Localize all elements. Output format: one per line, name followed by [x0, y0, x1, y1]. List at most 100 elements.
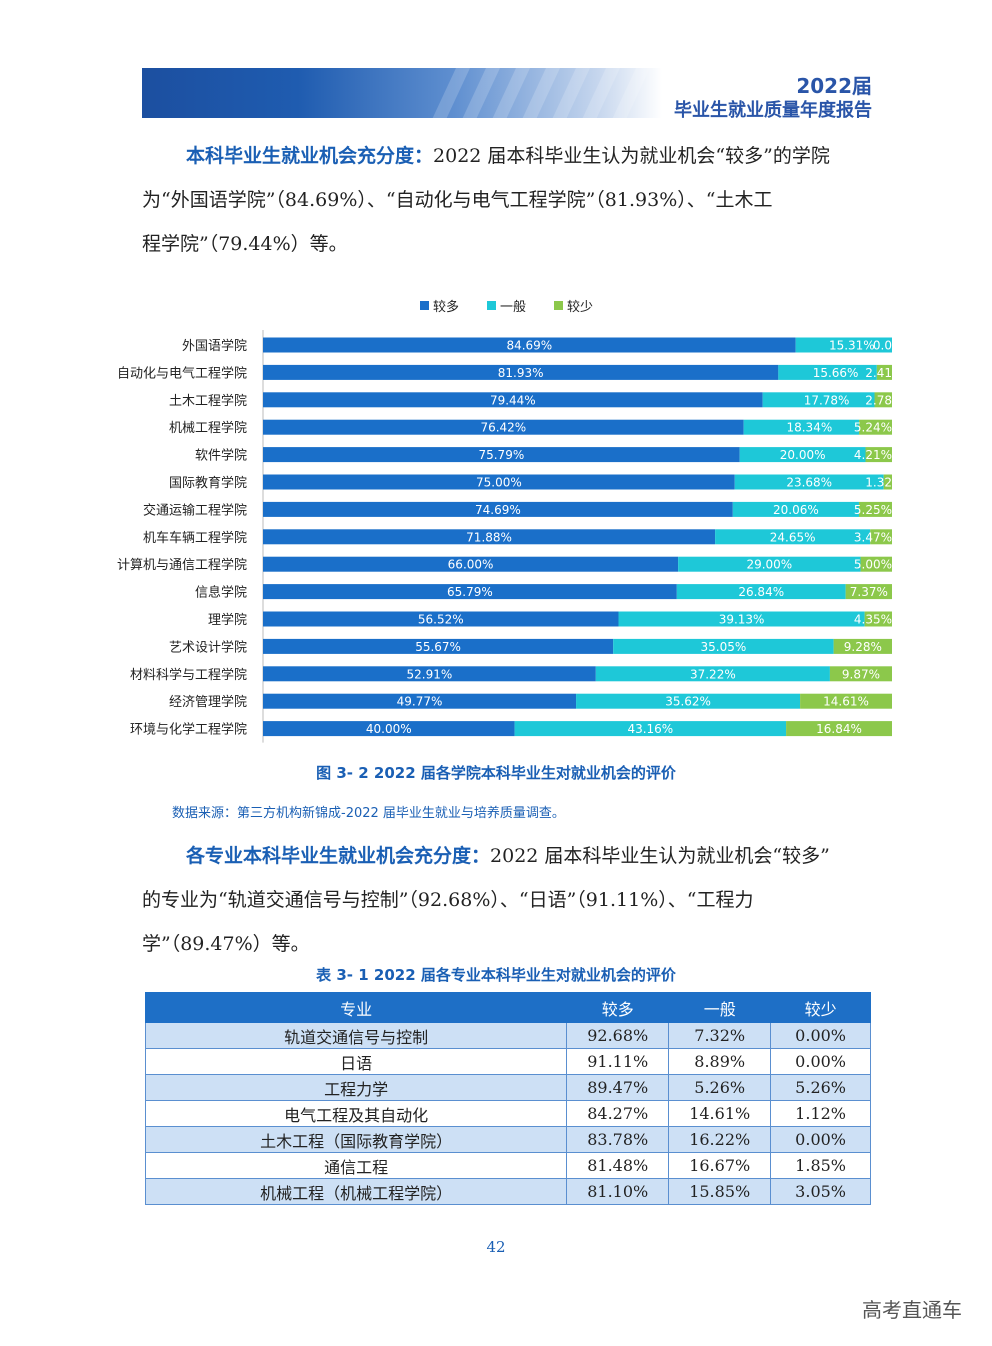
bar-segment — [263, 419, 744, 435]
data-label: 76.42% — [480, 421, 526, 435]
category-label: 理学院 — [208, 612, 247, 628]
data-label: 81.93% — [498, 366, 544, 380]
bar-segment — [514, 721, 787, 737]
bar-segment — [864, 611, 892, 627]
data-label: 75.00% — [476, 476, 522, 490]
data-label: 75.79% — [478, 448, 524, 462]
paragraph-line: 程学院”（79.44%）等。 — [142, 233, 348, 255]
chart-legend: 较多 一般 较少 — [420, 296, 593, 315]
data-label: 29.00% — [746, 558, 792, 572]
category-label: 软件学院 — [195, 448, 247, 464]
data-label: 14.61% — [823, 695, 869, 709]
table-cell: 81.10% — [566, 1178, 670, 1205]
data-label: 15.31% — [829, 339, 875, 353]
bar-segment — [263, 721, 515, 737]
table-cell: 轨道交通信号与控制 — [144, 1022, 568, 1049]
table-cell: 5.26% — [668, 1074, 772, 1101]
data-label: 56.52% — [418, 613, 464, 627]
paragraph-line: 学”（89.47%）等。 — [142, 933, 310, 955]
legend-label: 一般 — [500, 300, 527, 315]
data-label: 65.79% — [447, 585, 493, 599]
bar-segment — [739, 447, 866, 463]
data-label: 5.25% — [854, 503, 892, 517]
category-label: 艺术设计学院 — [169, 639, 247, 655]
bar-segment — [860, 556, 892, 572]
bar-segment — [865, 447, 892, 463]
category-label: 材料科学与工程学院 — [130, 667, 247, 683]
data-label: 37.22% — [690, 667, 736, 681]
category-label: 环境与化学工程学院 — [130, 722, 247, 738]
bar-segment — [762, 392, 875, 408]
data-label: 39.13% — [719, 613, 765, 627]
legend-item: 一般 — [487, 296, 526, 315]
table-cell: 7.32% — [668, 1022, 772, 1049]
bar-segment — [732, 501, 859, 517]
bar-segment — [263, 392, 763, 408]
bar-segment — [263, 666, 596, 682]
data-label: 2.78 — [865, 393, 892, 407]
table-cell: 16.22% — [668, 1126, 772, 1153]
bar-segment — [263, 611, 619, 627]
bar-segment — [595, 666, 830, 682]
table-cell: 92.68% — [566, 1022, 670, 1049]
table-cell: 16.67% — [668, 1152, 772, 1179]
major-evaluation-table: 专业 较多 一般 较少 轨道交通信号与控制 92.68% 7.32% 0.00% 日语… — [144, 992, 871, 1205]
data-label: 9.87% — [842, 667, 880, 681]
data-label: 4.21% — [854, 448, 892, 462]
table-cell: 机械工程（机械工程学院） — [144, 1178, 568, 1205]
bar-segment — [263, 693, 577, 709]
table-cell: 15.85% — [668, 1178, 772, 1205]
table-header-cell: 专业 — [144, 992, 568, 1023]
bar-segment — [795, 337, 892, 353]
table-row: 轨道交通信号与控制 92.68% 7.32% 0.00% — [144, 1022, 871, 1049]
bar-segment — [870, 529, 892, 545]
header-banner — [142, 68, 662, 118]
table-cell: 电气工程及其自动化 — [144, 1100, 568, 1127]
table-cell: 0.00% — [770, 1126, 871, 1153]
table-row: 通信工程 81.48% 16.67% 1.85% — [144, 1152, 871, 1179]
table-caption: 表 3- 1 2022 届各专业本科毕业生对就业机会的评价 — [316, 966, 676, 984]
data-label: 0.0 — [873, 339, 892, 353]
table-cell: 81.48% — [566, 1152, 670, 1179]
stacked-bar-chart: 外国语学院 84.69% 15.31%0.0 自动化与电气工程学院 81.93% 15.6… — [117, 330, 892, 743]
data-label: 49.77% — [397, 695, 443, 709]
data-label: 84.69% — [506, 339, 552, 353]
table-row: 机械工程（机械工程学院） 81.10% 15.85% 3.05% — [144, 1178, 871, 1205]
bar-segment — [613, 638, 834, 654]
bar-segment — [829, 666, 892, 682]
data-label: 35.05% — [701, 640, 747, 654]
category-label: 机车车辆工程学院 — [143, 530, 247, 546]
table-cell: 1.12% — [770, 1100, 871, 1127]
data-label: 20.06% — [773, 503, 819, 517]
figure-caption: 图 3- 2 2022 届各学院本科毕业生对就业机会的评价 — [316, 764, 676, 782]
bar-segment — [263, 638, 614, 654]
data-label: 5.24% — [854, 421, 892, 435]
data-label: 74.69% — [475, 503, 521, 517]
table-cell: 通信工程 — [144, 1152, 568, 1179]
paragraph-lead: 各专业本科毕业生就业机会充分度： — [186, 845, 491, 867]
legend-swatch — [420, 301, 429, 310]
category-label: 计算机与通信工程学院 — [117, 557, 247, 573]
data-label: 5.00% — [854, 558, 892, 572]
data-label: 71.88% — [466, 530, 512, 544]
bar-segment — [263, 529, 716, 545]
category-label: 经济管理学院 — [169, 694, 247, 710]
bar-segment — [263, 501, 733, 517]
bar-segment — [743, 419, 860, 435]
paragraph-line: 的专业为“轨道交通信号与控制”（92.68%）、“日语”（91.11%）、“工程… — [142, 889, 754, 911]
bar-segment — [263, 556, 679, 572]
table-cell: 工程力学 — [144, 1074, 568, 1101]
page-number: 42 — [486, 1238, 506, 1256]
bar-segment — [786, 721, 892, 737]
category-label: 机械工程学院 — [169, 420, 247, 436]
bar-segment — [800, 693, 892, 709]
table-row: 土木工程（国际教育学院） 83.78% 16.22% 0.00% — [144, 1126, 871, 1153]
category-label: 土木工程学院 — [169, 393, 247, 409]
data-label: 23.68% — [786, 476, 832, 490]
table-cell: 14.61% — [668, 1100, 772, 1127]
bar-segment — [858, 501, 892, 517]
data-label: 2.41 — [865, 366, 892, 380]
legend-item: 较多 — [420, 296, 459, 315]
category-label: 外国语学院 — [182, 338, 247, 354]
data-label: 20.00% — [780, 448, 826, 462]
